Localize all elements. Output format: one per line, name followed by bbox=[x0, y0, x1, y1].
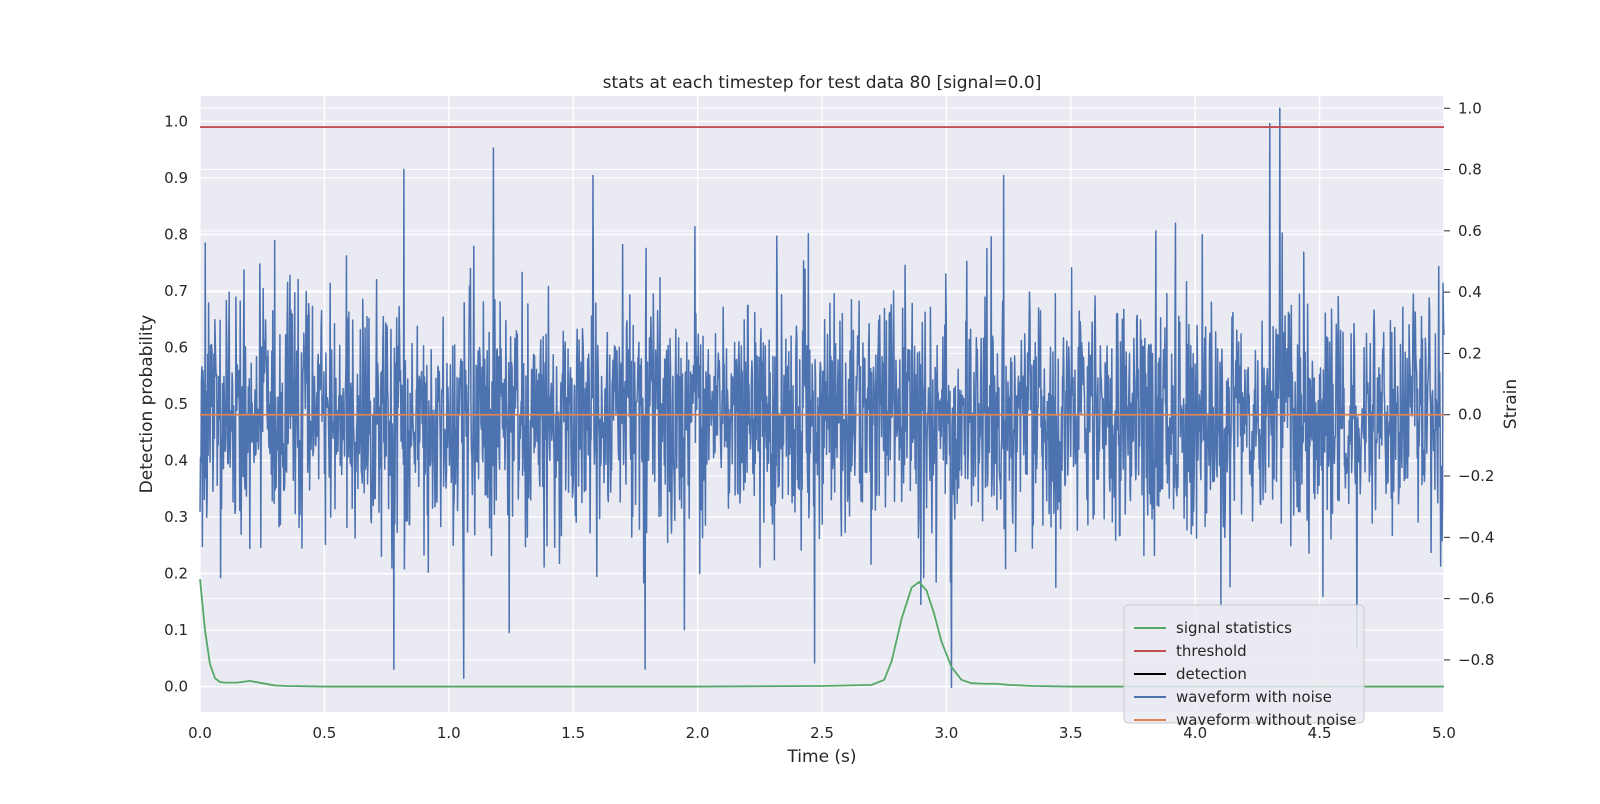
legend-label: waveform without noise bbox=[1176, 711, 1356, 729]
legend-label: signal statistics bbox=[1176, 619, 1292, 637]
y-right-tick-label: −0.8 bbox=[1458, 651, 1494, 669]
y-right-tick-label: −0.6 bbox=[1458, 590, 1494, 608]
series-waveform-with-noise bbox=[199, 107, 1445, 689]
chart-title: stats at each timestep for test data 80 … bbox=[603, 73, 1042, 93]
legend-label: waveform with noise bbox=[1176, 688, 1332, 706]
y-left-tick-label: 1.0 bbox=[164, 112, 188, 130]
y-left-tick-label: 0.9 bbox=[164, 169, 188, 187]
x-tick-label: 1.5 bbox=[561, 724, 585, 742]
y-left-tick-label: 0.5 bbox=[164, 395, 188, 413]
x-tick-label: 4.0 bbox=[1183, 724, 1207, 742]
x-tick-label: 4.5 bbox=[1308, 724, 1332, 742]
y-left-tick-label: 0.2 bbox=[164, 565, 188, 583]
x-tick-label: 1.0 bbox=[437, 724, 461, 742]
series-signal-statistics bbox=[199, 579, 1444, 688]
y-axis-label-right: Strain bbox=[1501, 379, 1521, 429]
data-layer bbox=[199, 107, 1445, 689]
y-left-tick-label: 0.0 bbox=[164, 678, 188, 696]
legend: signal statistics threshold detection wavef… bbox=[1123, 604, 1365, 729]
y-right-tick-label: 0.2 bbox=[1458, 344, 1482, 362]
x-tick-label: 5.0 bbox=[1432, 724, 1456, 742]
legend-box bbox=[1123, 604, 1365, 724]
axes: 0.0 0.5 1.0 1.5 2.0 2.5 3.0 3.5 4.0 4.5 5.0 0.0 0.1 0… bbox=[164, 99, 1494, 742]
y-left-tick-label: 0.4 bbox=[164, 452, 188, 470]
y-left-tick-label: 0.1 bbox=[164, 621, 188, 639]
y-left-tick-label: 0.7 bbox=[164, 282, 188, 300]
y-right-tick-label: 0.4 bbox=[1458, 283, 1482, 301]
x-tick-label: 2.0 bbox=[686, 724, 710, 742]
y-left-tick-label: 0.3 bbox=[164, 508, 188, 526]
y-left-tick-label: 0.6 bbox=[164, 338, 188, 356]
y-axis-label-left: Detection probability bbox=[137, 315, 157, 494]
y-right-tick-label: −0.2 bbox=[1458, 467, 1494, 485]
y-right-tick-label: 0.6 bbox=[1458, 222, 1482, 240]
x-tick-label: 0.0 bbox=[188, 724, 212, 742]
legend-label: threshold bbox=[1176, 642, 1247, 660]
y-right-tick-label: −0.4 bbox=[1458, 528, 1494, 546]
x-tick-label: 3.5 bbox=[1059, 724, 1083, 742]
y-left-tick-label: 0.8 bbox=[164, 225, 188, 243]
y-right-tick-label: 0.8 bbox=[1458, 161, 1482, 179]
legend-label: detection bbox=[1176, 665, 1247, 683]
x-tick-label: 3.0 bbox=[934, 724, 958, 742]
x-tick-label: 2.5 bbox=[810, 724, 834, 742]
x-axis-label: Time (s) bbox=[786, 747, 856, 767]
y-right-tick-label: 0.0 bbox=[1458, 406, 1482, 424]
y-right-tick-label: 1.0 bbox=[1458, 99, 1482, 117]
x-tick-label: 0.5 bbox=[312, 724, 336, 742]
